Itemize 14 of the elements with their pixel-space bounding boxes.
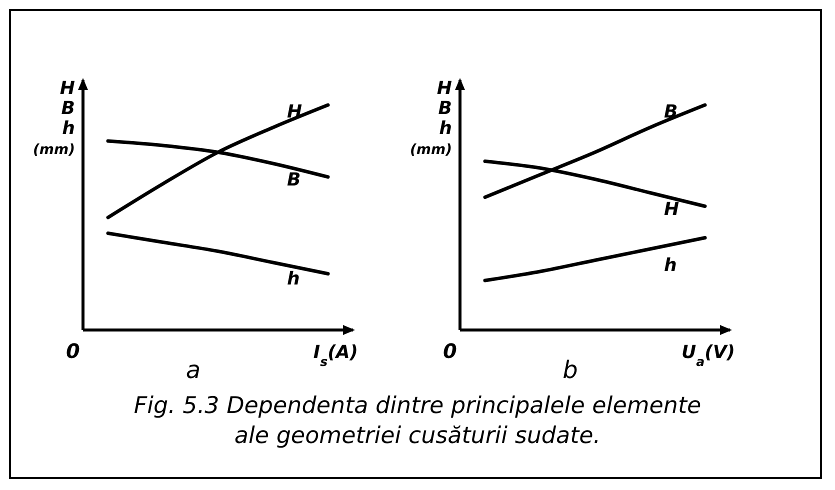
text: b bbox=[562, 356, 578, 384]
series-label: B bbox=[664, 102, 678, 122]
x-axis-title: U$_{a}$(V) bbox=[681, 342, 735, 368]
series-label: B bbox=[287, 170, 301, 190]
x-axis-title: I$_{s}$(A) bbox=[313, 342, 358, 368]
series-label: h bbox=[664, 255, 677, 276]
text: 0 bbox=[443, 339, 458, 363]
text: a bbox=[186, 356, 201, 384]
series-label: H bbox=[664, 198, 680, 220]
series-label: h bbox=[287, 268, 300, 290]
text: 0 bbox=[66, 339, 80, 363]
y-axis-title: H B h (mm) bbox=[410, 78, 452, 158]
y-axis-title: H B h (mm) bbox=[33, 78, 75, 158]
caption: Fig. 5.3 Dependenta dintre principalele elemente ale geometriei cusăturii sudate. bbox=[134, 393, 702, 449]
